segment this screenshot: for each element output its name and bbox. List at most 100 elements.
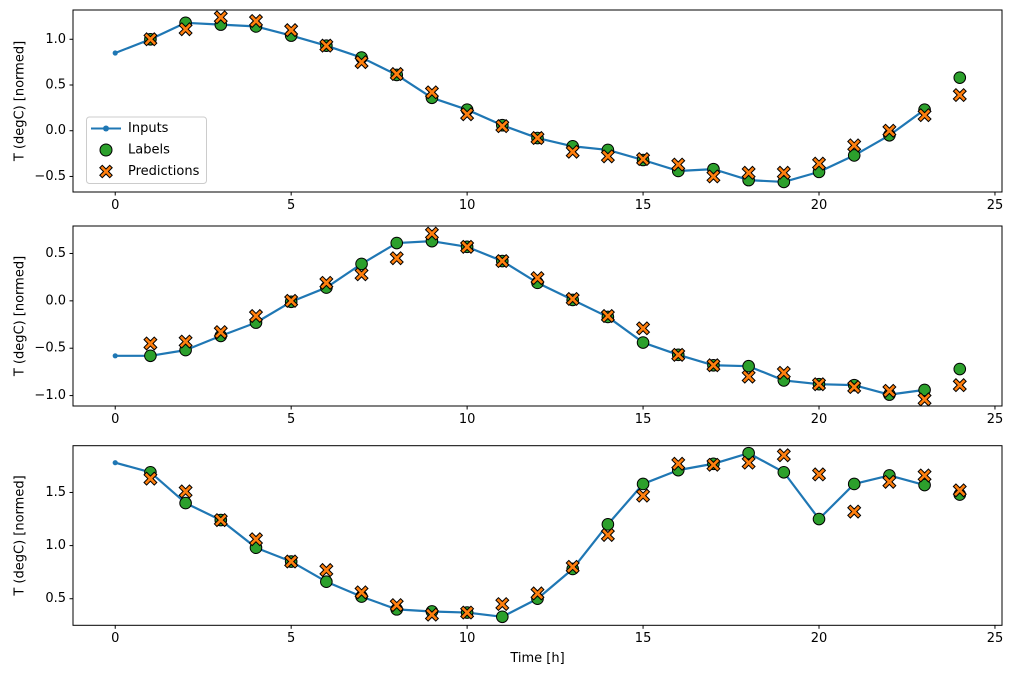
x-tick-label: 5 — [287, 412, 295, 427]
predictions-marker — [143, 32, 158, 47]
predictions-marker — [424, 607, 440, 622]
predictions-marker — [847, 504, 862, 519]
predictions-marker — [143, 471, 158, 486]
predictions-marker — [706, 358, 721, 373]
predictions-marker — [530, 130, 545, 146]
predictions-marker — [776, 165, 791, 180]
x-tick-label: 0 — [111, 198, 119, 213]
predictions-marker — [248, 532, 264, 547]
x-tick-label: 10 — [459, 198, 476, 213]
y-tick-label: 0.5 — [45, 591, 66, 606]
subplot-3: 0 5 10 15 20 25 1.5 1.0 0.5 T (degC) [normed] Time… — [13, 445, 1004, 666]
predictions-marker — [424, 226, 440, 241]
y-axis-label: T (degC) [normed] — [13, 256, 28, 377]
predictions-marker — [178, 22, 193, 37]
predictions-marker — [741, 369, 756, 384]
inputs-marker — [112, 353, 118, 359]
predictions-marker — [600, 308, 615, 324]
labels-marker — [812, 512, 826, 526]
predictions-marker — [354, 55, 369, 70]
predictions-marker — [248, 308, 264, 324]
predictions-marker — [460, 605, 475, 620]
x-tick-label: 5 — [287, 631, 295, 646]
predictions-marker — [600, 527, 615, 543]
y-tick-label: −0.5 — [34, 341, 66, 356]
predictions-marker — [635, 488, 651, 503]
predictions-marker — [178, 334, 193, 349]
y-tick-label: 1.0 — [45, 32, 66, 47]
predictions-marker — [495, 596, 510, 612]
predictions-marker — [882, 474, 897, 489]
predictions-marker — [460, 107, 475, 122]
predictions-marker — [284, 23, 299, 38]
predictions-marker — [389, 66, 404, 82]
subplot-1: 0 5 10 15 20 25 1.0 0.5 0.0 −0.5 T (degC) [normed] — [13, 9, 1004, 213]
inputs-marker — [112, 460, 118, 466]
legend-item-label: Labels — [128, 143, 170, 158]
legend-inputs-dot-sample — [103, 125, 109, 132]
predictions-marker — [354, 267, 369, 282]
predictions-marker — [213, 512, 228, 528]
predictions-marker — [847, 138, 862, 153]
predictions-marker — [671, 157, 686, 172]
predictions-marker — [671, 347, 686, 362]
y-tick-label: 0.0 — [45, 123, 66, 138]
predictions-marker — [741, 165, 756, 180]
labels-marker — [496, 610, 509, 624]
axes-border — [72, 9, 1003, 193]
axes-border — [72, 225, 1003, 407]
labels-marker — [953, 71, 967, 84]
labels-marker — [918, 383, 931, 397]
labels-marker — [144, 349, 157, 363]
y-tick-label: −0.5 — [34, 169, 66, 184]
labels-marker — [742, 359, 755, 373]
predictions-marker — [389, 251, 404, 266]
labels-marker — [390, 236, 404, 250]
predictions-marker — [706, 457, 721, 472]
labels-marker — [601, 518, 615, 531]
legend-item-label: Predictions — [128, 164, 200, 179]
y-axis-label: T (degC) [normed] — [13, 41, 28, 162]
predictions-marker — [952, 483, 967, 498]
labels-marker — [847, 149, 861, 162]
predictions-marker — [143, 336, 158, 351]
inputs-marker — [112, 50, 118, 56]
labels-marker — [636, 336, 650, 349]
y-tick-label: 1.5 — [45, 485, 66, 500]
predictions-marker — [671, 456, 686, 471]
predictions-marker — [776, 365, 791, 380]
predictions-marker — [882, 383, 897, 398]
predictions-marker — [319, 275, 334, 290]
x-tick-label: 15 — [635, 198, 652, 213]
predictions-marker — [389, 598, 404, 613]
predictions-marker — [213, 10, 228, 25]
predictions-marker — [565, 291, 580, 307]
legend: Inputs Labels Predictions — [86, 116, 207, 184]
x-tick-label: 25 — [987, 198, 1004, 213]
predictions-marker — [284, 554, 299, 569]
predictions-marker — [565, 559, 580, 574]
predictions-marker — [600, 149, 615, 164]
x-tick-label: 10 — [459, 631, 476, 646]
x-tick-label: 15 — [635, 412, 652, 427]
predictions-marker — [354, 585, 369, 600]
x-tick-label: 25 — [987, 631, 1004, 646]
y-axis-label: T (degC) [normed] — [13, 475, 28, 596]
predictions-marker — [460, 239, 475, 254]
x-tick-label: 0 — [111, 631, 119, 646]
predictions-marker — [319, 562, 334, 578]
predictions-marker — [706, 169, 721, 184]
predictions-marker — [882, 123, 897, 138]
y-tick-label: 0.5 — [45, 77, 66, 92]
x-tick-label: 20 — [811, 412, 828, 427]
predictions-marker — [530, 586, 545, 601]
x-tick-label: 0 — [111, 412, 119, 427]
labels-marker — [179, 496, 192, 510]
x-tick-label: 20 — [811, 198, 828, 213]
legend-predictions-sample — [99, 164, 113, 179]
labels-marker — [777, 175, 791, 189]
x-axis-label: Time [h] — [509, 651, 564, 666]
predictions-marker — [495, 253, 510, 269]
x-tick-label: 20 — [811, 631, 828, 646]
